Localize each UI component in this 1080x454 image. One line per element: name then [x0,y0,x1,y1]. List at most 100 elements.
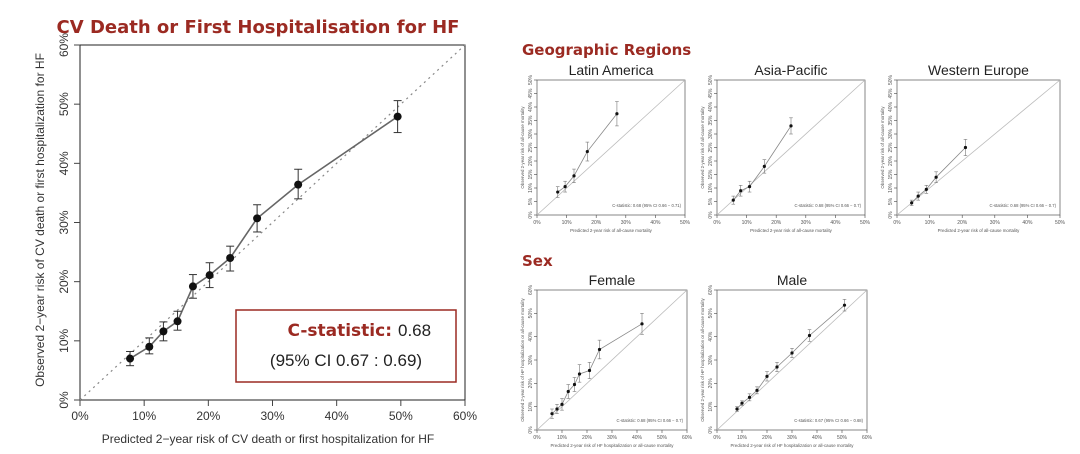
latin-point-5 [615,112,619,116]
main-point-8 [253,214,262,223]
western-title: Western Europe [928,62,1029,78]
male-x-tick-label: 0% [713,435,721,441]
male-reference-line [716,289,868,431]
latin-x-axis-label: Predicted 2-year risk of all-cause morta… [570,228,653,233]
main-calibration-chart: 0% 10% 20% 30% 40% 50% 60% 0% 10% 20% 30% 40% 50% 60% [57,33,477,423]
male-point-1 [735,407,739,411]
latin-america-chart: 0% 10% 20% 30% 40% 50% 0% 5% 10% 15% 20% 25% 30% 35% 4… [520,62,691,233]
male-x-tick-label: 20% [762,435,773,441]
latin-y-tick-label: 30% [528,128,534,139]
female-y-tick-label: 30% [528,354,534,365]
main-calibration-line [129,115,399,360]
male-x-tick-label: 10% [737,435,748,441]
male-title: Male [777,272,808,288]
main-point-1 [126,354,135,363]
asia-point-1 [731,198,735,202]
latin-x-tick-label: 20% [591,220,602,226]
asia-y-axis-label: Observed 2-year risk of all-cause mortal… [700,106,705,189]
main-y-axis-label: Observed 2−year risk of CV death or firs… [33,53,47,387]
asia-x-tick-label: 20% [771,220,782,226]
latin-y-tick-label: 0% [528,211,534,219]
latin-point-1 [556,190,560,194]
female-point-8 [597,347,602,352]
male-y-tick-label: 30% [708,354,714,365]
western-y-tick-label: 5% [888,197,894,205]
male-x-axis-label: Predicted 2-year risk of HF hospitalizat… [731,443,855,448]
asia-x-tick-label: 0% [713,220,721,226]
main-point-7 [226,254,235,262]
main-title: CV Death or First Hospitalisation for HF [57,17,460,38]
asia-x-axis-label: Predicted 2-year risk of all-cause morta… [750,228,833,233]
latin-point-3 [572,174,576,178]
asia-y-tick-label: 10% [708,182,714,193]
western-y-axis-label: Observed 2-year risk of all-cause mortal… [880,106,885,189]
western-y-tick-label: 25% [888,142,894,153]
main-x-tick-label: 60% [453,409,477,423]
main-y-tick-label: 50% [57,92,71,116]
c-statistic-label: C-statistic: [287,321,392,341]
female-x-tick-label: 10% [557,435,568,441]
female-y-tick-label: 0% [528,426,534,434]
male-point-7 [790,351,794,355]
female-x-tick-label: 40% [632,435,643,441]
western-y-tick-label: 10% [888,182,894,193]
latin-y-axis-label: Observed 2-year risk of all-cause mortal… [520,106,525,189]
western-calibration-line [911,147,966,204]
main-y-tick-label: 20% [57,269,71,293]
female-y-tick-label: 50% [528,308,534,319]
main-y-tick-label: 30% [57,210,71,234]
male-y-tick-label: 10% [708,401,714,412]
male-y-tick-label: 0% [708,426,714,434]
western-annotation: C-statistic: 0.68 (95% CI 0.66 − 0.7) [990,203,1057,208]
male-point-2 [740,401,744,405]
male-point-9 [842,303,847,307]
male-y-tick-label: 60% [708,284,714,295]
male-point-5 [765,374,769,378]
latin-x-tick-label: 10% [562,220,573,226]
latin-y-tick-label: 50% [528,74,534,85]
main-point-3 [159,327,168,336]
western-y-tick-label: 15% [888,169,894,180]
latin-x-tick-label: 0% [533,220,541,226]
female-point-3 [560,402,564,406]
male-calibration-line [736,304,845,410]
section-sex: Sex [522,252,553,270]
main-point-9 [294,180,303,189]
female-x-tick-label: 50% [657,435,668,441]
asia-y-tick-label: 5% [708,197,714,205]
male-point-6 [775,365,779,369]
female-x-tick-label: 20% [582,435,593,441]
male-y-axis-label: Observed 2-year risk of HF hospitalizati… [700,297,705,421]
male-chart: 0% 10% 20% 30% 40% 50% 60% 0% 10% 20% 30% 40% 50% 60%… [700,272,873,448]
female-y-axis-label: Observed 2-year risk of HF hospitalizati… [520,297,525,421]
male-y-tick-label: 20% [708,378,714,389]
female-y-tick-label: 60% [528,284,534,295]
main-x-tick-label: 20% [196,409,220,423]
latin-x-tick-label: 50% [680,220,691,226]
western-y-tick-label: 50% [888,74,894,85]
western-x-tick-label: 30% [990,220,1001,226]
main-x-tick-label: 0% [71,409,89,423]
section-geographic-regions: Geographic Regions [522,41,691,59]
female-point-6 [577,372,582,376]
latin-y-tick-label: 35% [528,115,534,126]
female-point-5 [572,382,577,387]
female-y-tick-label: 10% [528,401,534,412]
female-annotation: C-statistic: 0.68 (95% CI 0.66 − 0.7) [617,418,684,423]
asia-reference-line [716,79,866,216]
asia-y-tick-label: 15% [708,169,714,180]
female-point-1 [550,412,554,416]
female-calibration-line [551,323,643,414]
male-point-4 [755,388,759,392]
male-x-tick-label: 30% [787,435,798,441]
asia-x-tick-label: 40% [830,220,841,226]
latin-annotation: C-statistic: 0.68 (95% CI 0.66 − 0.71) [612,203,681,208]
latin-point-2 [563,185,567,189]
western-y-tick-label: 40% [888,101,894,112]
western-x-axis-label: Predicted 2-year risk of all-cause morta… [938,228,1021,233]
asia-x-tick-label: 50% [860,220,871,226]
female-x-tick-label: 60% [682,435,693,441]
asia-calibration-line [732,125,792,201]
male-x-tick-label: 50% [837,435,848,441]
